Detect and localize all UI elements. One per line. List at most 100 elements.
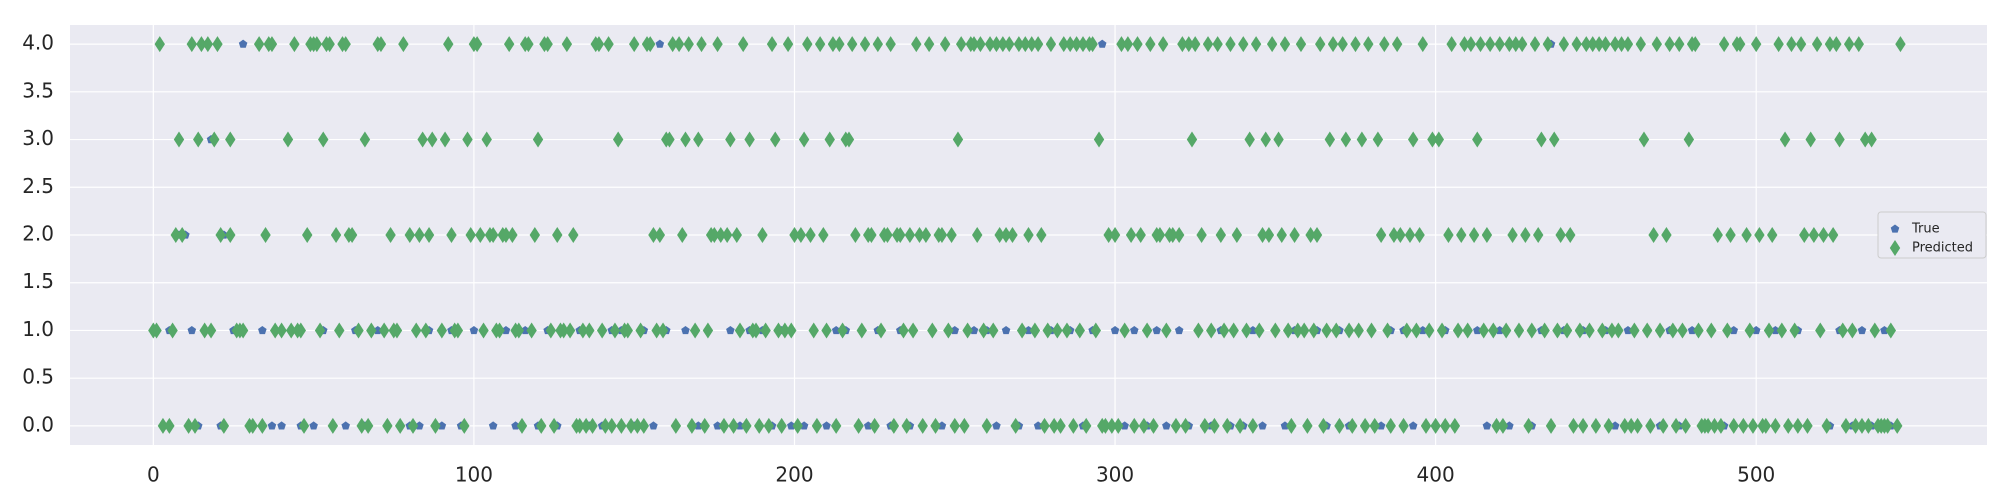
true-point xyxy=(415,421,424,430)
predicted-point xyxy=(1446,36,1457,53)
true-point xyxy=(1418,325,1428,335)
predicted-point xyxy=(975,36,986,53)
true-point xyxy=(1473,325,1482,335)
predicted-point xyxy=(721,227,733,243)
predicted-point xyxy=(1658,417,1669,434)
predicted-point xyxy=(904,227,916,243)
predicted-point xyxy=(568,227,579,243)
predicted-point xyxy=(1706,322,1717,339)
predicted-point xyxy=(936,227,948,243)
predicted-point xyxy=(673,36,685,53)
predicted-point xyxy=(715,227,726,243)
predicted-point xyxy=(1074,322,1085,339)
predicted-point xyxy=(1036,227,1047,243)
predicted-point xyxy=(167,322,178,339)
predicted-point xyxy=(1866,131,1877,148)
predicted-point xyxy=(837,322,848,339)
predicted-point xyxy=(972,227,983,243)
predicted-point xyxy=(789,227,800,243)
predicted-point xyxy=(507,227,518,243)
true-point xyxy=(1771,325,1780,335)
predicted-point xyxy=(176,227,188,243)
y-tick-label: 2.5 xyxy=(22,174,54,198)
true-point xyxy=(1033,421,1043,430)
predicted-point xyxy=(1324,131,1336,148)
predicted-point xyxy=(651,322,662,339)
predicted-point xyxy=(1773,36,1784,53)
predicted-point xyxy=(324,36,335,53)
predicted-point xyxy=(1424,322,1435,339)
predicted-point xyxy=(1802,417,1813,434)
predicted-point xyxy=(1504,36,1515,53)
predicted-point xyxy=(1087,36,1098,53)
predicted-point xyxy=(1654,322,1666,339)
predicted-point xyxy=(548,417,560,434)
predicted-point xyxy=(1093,131,1105,148)
predicted-point xyxy=(1193,322,1204,339)
predicted-point xyxy=(526,322,537,339)
predicted-point xyxy=(417,131,428,148)
predicted-point xyxy=(779,322,791,339)
y-tick-label: 3.0 xyxy=(22,126,54,150)
predicted-point xyxy=(1020,36,1031,53)
true-point xyxy=(1024,325,1033,335)
y-tick-label: 4.0 xyxy=(22,31,54,55)
true-point xyxy=(511,421,520,430)
predicted-point xyxy=(1414,227,1425,243)
predicted-point xyxy=(1141,322,1153,339)
true-point xyxy=(520,325,530,335)
predicted-point xyxy=(587,417,598,434)
predicted-point xyxy=(718,417,730,434)
predicted-point xyxy=(1058,36,1069,53)
predicted-point xyxy=(1690,36,1701,53)
predicted-point xyxy=(943,322,954,339)
predicted-point xyxy=(1510,36,1521,53)
true-point xyxy=(735,421,745,430)
predicted-point xyxy=(359,131,371,148)
predicted-point xyxy=(1818,227,1829,243)
predicted-point xyxy=(276,322,287,339)
predicted-point xyxy=(1795,36,1807,53)
predicted-point xyxy=(1315,36,1326,53)
predicted-point xyxy=(1189,36,1201,53)
predicted-point xyxy=(657,322,669,339)
predicted-point xyxy=(606,417,617,434)
predicted-point xyxy=(1427,131,1438,148)
predicted-point xyxy=(385,227,396,243)
predicted-point xyxy=(1587,36,1598,53)
predicted-point xyxy=(1353,322,1364,339)
predicted-point xyxy=(939,36,951,53)
true-point xyxy=(309,421,318,430)
predicted-point xyxy=(314,322,326,339)
true-point xyxy=(655,39,665,48)
predicted-point xyxy=(199,322,210,339)
predicted-point xyxy=(959,417,970,434)
predicted-point xyxy=(680,131,691,148)
predicted-point xyxy=(773,322,784,339)
predicted-point xyxy=(439,131,451,148)
predicted-point xyxy=(1395,227,1406,243)
predicted-point xyxy=(1549,131,1560,148)
predicted-point xyxy=(1350,36,1361,53)
predicted-point xyxy=(1850,417,1861,434)
true-point xyxy=(1248,325,1258,335)
predicted-point xyxy=(920,227,932,243)
predicted-point xyxy=(1709,417,1720,434)
predicted-point xyxy=(1433,131,1445,148)
predicted-point xyxy=(414,227,425,243)
predicted-point xyxy=(536,417,547,434)
predicted-point xyxy=(1039,417,1050,434)
predicted-point xyxy=(917,417,928,434)
predicted-point xyxy=(1670,417,1682,434)
predicted-point xyxy=(648,227,659,243)
predicted-point xyxy=(699,417,710,434)
true-point xyxy=(1408,421,1418,430)
predicted-point xyxy=(1561,322,1573,339)
predicted-point xyxy=(1209,417,1220,434)
predicted-point xyxy=(340,36,351,53)
predicted-point xyxy=(561,36,573,53)
predicted-point xyxy=(1702,417,1714,434)
predicted-point xyxy=(734,322,746,339)
true-point xyxy=(1152,325,1162,335)
predicted-point xyxy=(1032,36,1044,53)
